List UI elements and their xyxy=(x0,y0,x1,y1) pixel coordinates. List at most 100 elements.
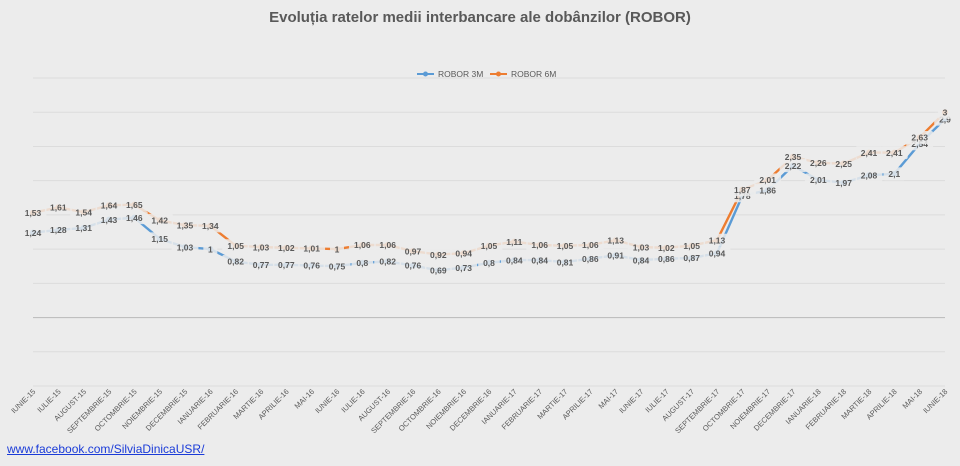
data-label-robor-3m: 0,86 xyxy=(582,254,599,264)
data-label-bg-robor-3m xyxy=(804,173,832,187)
data-label-bg-robor-3m xyxy=(576,252,604,266)
data-label-bg-robor-6m xyxy=(551,239,579,253)
data-label-robor-6m: 1,13 xyxy=(709,235,726,245)
data-label-robor-3m: 1,28 xyxy=(50,225,67,235)
data-label-robor-6m: 0,92 xyxy=(430,250,447,260)
data-label-robor-6m: 1,03 xyxy=(253,242,270,252)
data-label-bg-robor-6m xyxy=(602,233,630,247)
data-label-robor-6m: 1,64 xyxy=(101,201,118,211)
data-label-bg-robor-6m xyxy=(70,205,98,219)
data-label-bg-robor-3m xyxy=(146,232,174,246)
data-label-robor-3m: 2,01 xyxy=(810,175,827,185)
data-label-robor-6m: 1,34 xyxy=(202,221,219,231)
data-label-robor-6m: 1,01 xyxy=(303,244,320,254)
data-label-bg-robor-6m xyxy=(330,242,344,256)
data-label-robor-3m: 1 xyxy=(208,244,213,254)
data-label-bg-robor-6m xyxy=(703,233,731,247)
data-label-robor-3m: 0,8 xyxy=(483,258,495,268)
legend-label-robor-3m: ROBOR 3M xyxy=(438,69,483,79)
data-label-robor-3m: 1,43 xyxy=(101,215,118,225)
data-label-robor-6m: 1 xyxy=(335,244,340,254)
data-label-robor-6m: 1,06 xyxy=(379,240,396,250)
data-label-bg-robor-3m xyxy=(526,253,554,267)
data-label-bg-robor-6m xyxy=(830,157,858,171)
data-label-robor-6m: 1,35 xyxy=(177,220,194,230)
data-label-robor-3m: 0,77 xyxy=(253,260,270,270)
series-points: 1,24 1,28 1,31 1,43 1,46 1,15 1,03 1 0,82 0,77 0,7… xyxy=(19,105,956,277)
data-label-bg-robor-6m xyxy=(120,198,148,212)
data-label-robor-6m: 1,06 xyxy=(582,240,599,250)
data-label-bg-robor-3m xyxy=(171,240,199,254)
chart-legend: ROBOR 3M ROBOR 6M xyxy=(417,69,556,79)
data-label-bg-robor-3m xyxy=(44,223,72,237)
data-label-robor-3m: 1,24 xyxy=(25,228,42,238)
data-label-bg-robor-3m xyxy=(70,221,98,235)
data-label-bg-robor-3m xyxy=(120,211,148,225)
data-label-robor-6m: 2,26 xyxy=(810,158,827,168)
data-label-robor-3m: 0,75 xyxy=(329,261,346,271)
data-label-bg-robor-6m xyxy=(804,156,832,170)
data-label-bg-robor-3m xyxy=(95,213,123,227)
data-label-robor-3m: 0,8 xyxy=(356,258,368,268)
data-label-bg-robor-6m xyxy=(627,240,655,254)
data-label-bg-robor-3m xyxy=(551,255,579,269)
data-label-robor-3m: 0,73 xyxy=(455,263,472,273)
data-label-bg-robor-6m xyxy=(906,131,934,145)
data-label-bg-robor-6m xyxy=(500,235,528,249)
data-label-bg-robor-3m xyxy=(247,258,275,272)
data-label-bg-robor-3m xyxy=(703,246,731,260)
data-label-bg-robor-6m xyxy=(450,246,478,260)
data-label-bg-robor-3m xyxy=(450,261,478,275)
data-label-bg-robor-6m xyxy=(880,146,908,160)
data-label-bg-robor-3m xyxy=(298,259,326,273)
data-label-robor-3m: 0,84 xyxy=(531,255,548,265)
data-label-bg-robor-6m xyxy=(44,200,72,214)
legend-label-robor-6m: ROBOR 6M xyxy=(511,69,556,79)
facebook-link[interactable]: www.facebook.com/SilviaDinicaUSR/ xyxy=(7,442,205,456)
data-label-bg-robor-3m xyxy=(424,263,452,277)
data-label-bg-robor-6m xyxy=(754,173,782,187)
data-label-bg-robor-6m xyxy=(374,238,402,252)
data-label-robor-6m: 2,63 xyxy=(911,133,928,143)
data-label-robor-6m: 2,35 xyxy=(785,152,802,162)
data-label-robor-3m: 2,9 xyxy=(939,114,951,124)
data-label-robor-6m: 1,42 xyxy=(151,216,168,226)
data-label-robor-3m: 2,08 xyxy=(861,170,878,180)
data-label-bg-robor-6m xyxy=(526,238,554,252)
data-label-robor-3m: 0,76 xyxy=(303,261,320,271)
data-label-robor-3m: 0,82 xyxy=(379,257,396,267)
data-label-robor-6m: 2,01 xyxy=(759,175,776,185)
data-label-robor-3m: 1,46 xyxy=(126,213,143,223)
data-label-robor-3m: 2,1 xyxy=(888,169,900,179)
data-label-robor-3m: 0,69 xyxy=(430,266,447,276)
data-label-bg-robor-3m xyxy=(855,168,883,182)
data-label-bg-robor-3m xyxy=(500,253,528,267)
data-label-robor-3m: 0,94 xyxy=(709,248,726,258)
data-label-bg-robor-6m xyxy=(424,248,452,262)
data-label-bg-robor-6m xyxy=(298,241,326,255)
data-label-bg-robor-3m xyxy=(19,226,47,240)
data-label-robor-6m: 2,41 xyxy=(886,148,903,158)
data-label-robor-6m: 1,06 xyxy=(531,240,548,250)
data-label-robor-6m: 1,03 xyxy=(633,242,650,252)
data-label-bg-robor-6m xyxy=(779,150,807,164)
data-label-bg-robor-6m xyxy=(855,146,883,160)
data-label-bg-robor-6m xyxy=(475,239,503,253)
data-label-bg-robor-6m xyxy=(272,241,300,255)
data-label-bg-robor-6m xyxy=(652,241,680,255)
data-label-bg-robor-6m xyxy=(222,239,250,253)
data-label-robor-6m: 1,61 xyxy=(50,203,67,213)
data-label-robor-3m: 0,86 xyxy=(658,254,675,264)
data-label-bg-robor-3m xyxy=(399,259,427,273)
legend-dot-robor-3m xyxy=(423,71,428,77)
data-label-robor-6m: 0,94 xyxy=(455,248,472,258)
data-label-bg-robor-3m xyxy=(374,254,402,268)
data-label-bg-robor-3m xyxy=(652,252,680,266)
data-label-robor-6m: 1,05 xyxy=(557,241,574,251)
data-label-bg-robor-6m xyxy=(196,219,224,233)
data-label-robor-3m: 2,22 xyxy=(785,161,802,171)
data-label-bg-robor-3m xyxy=(272,258,300,272)
data-label-robor-3m: 0,87 xyxy=(683,253,700,263)
data-label-bg-robor-6m xyxy=(95,198,123,212)
